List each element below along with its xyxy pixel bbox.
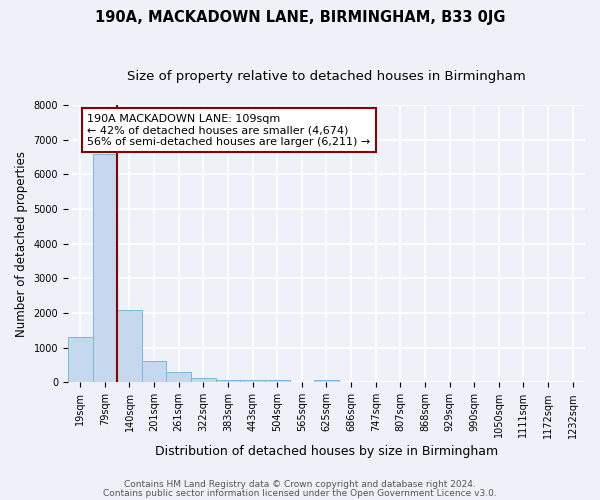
Bar [215, 380, 240, 382]
Bar [166, 372, 191, 382]
Bar [240, 380, 265, 382]
Bar [191, 378, 215, 382]
Bar [68, 338, 92, 382]
Y-axis label: Number of detached properties: Number of detached properties [15, 150, 28, 336]
Text: 190A MACKADOWN LANE: 109sqm
← 42% of detached houses are smaller (4,674)
56% of : 190A MACKADOWN LANE: 109sqm ← 42% of det… [87, 114, 370, 147]
Bar [314, 380, 339, 382]
X-axis label: Distribution of detached houses by size in Birmingham: Distribution of detached houses by size … [155, 444, 498, 458]
Text: Contains HM Land Registry data © Crown copyright and database right 2024.: Contains HM Land Registry data © Crown c… [124, 480, 476, 489]
Text: Contains public sector information licensed under the Open Government Licence v3: Contains public sector information licen… [103, 488, 497, 498]
Bar [265, 380, 290, 382]
Text: 190A, MACKADOWN LANE, BIRMINGHAM, B33 0JG: 190A, MACKADOWN LANE, BIRMINGHAM, B33 0J… [95, 10, 505, 25]
Bar [92, 154, 117, 382]
Title: Size of property relative to detached houses in Birmingham: Size of property relative to detached ho… [127, 70, 526, 83]
Bar [142, 361, 166, 382]
Bar [117, 310, 142, 382]
